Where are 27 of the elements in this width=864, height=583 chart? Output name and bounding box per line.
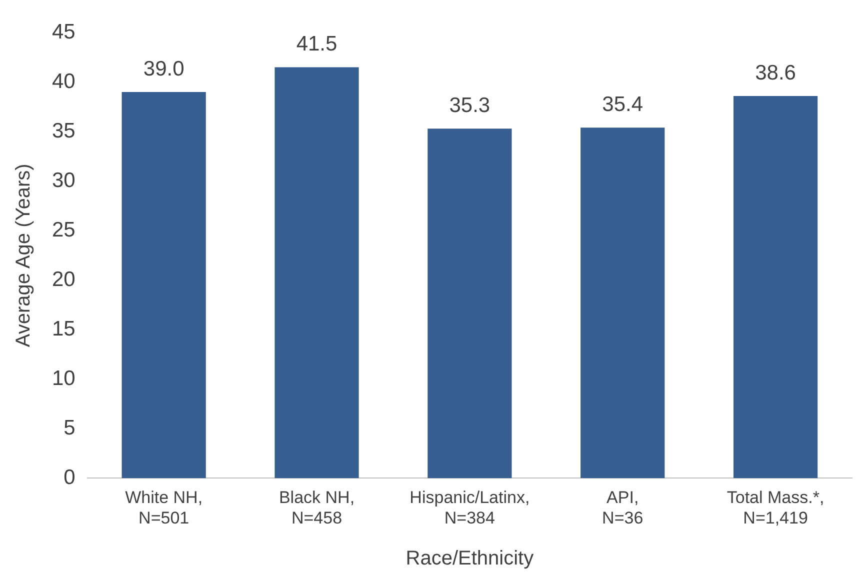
bar bbox=[428, 128, 512, 478]
y-tick-label: 45 bbox=[52, 20, 76, 44]
y-tick-label: 40 bbox=[52, 70, 76, 93]
data-label: 39.0 bbox=[143, 57, 184, 80]
y-tick-label: 0 bbox=[64, 466, 76, 489]
y-tick-label: 35 bbox=[52, 119, 76, 142]
x-tick-label: White NH, N=501 bbox=[125, 488, 203, 528]
x-tick-label: API, N=36 bbox=[602, 488, 644, 528]
y-tick-label: 20 bbox=[52, 268, 76, 291]
y-tick-label: 25 bbox=[52, 218, 76, 242]
y-axis-title: Average Age (Years) bbox=[12, 164, 35, 348]
data-label: 35.3 bbox=[449, 94, 490, 117]
data-label: 35.4 bbox=[602, 92, 644, 116]
x-tick-label: Total Mass.*, N=1,419 bbox=[726, 488, 824, 528]
data-label: 41.5 bbox=[296, 32, 338, 56]
y-tick-label: 5 bbox=[64, 416, 76, 440]
bar bbox=[733, 96, 818, 478]
y-tick-label: 30 bbox=[52, 168, 76, 192]
x-tick-label: Black NH, N=458 bbox=[278, 488, 355, 528]
bar bbox=[122, 92, 206, 478]
bar bbox=[580, 128, 665, 478]
data-label: 38.6 bbox=[755, 61, 796, 84]
y-tick-label: 15 bbox=[52, 317, 76, 340]
y-tick-label: 10 bbox=[52, 366, 76, 390]
x-tick-label: Hispanic/Latinx, N=384 bbox=[410, 488, 530, 528]
x-axis-title: Race/Ethnicity bbox=[406, 548, 534, 570]
bar bbox=[274, 67, 359, 478]
